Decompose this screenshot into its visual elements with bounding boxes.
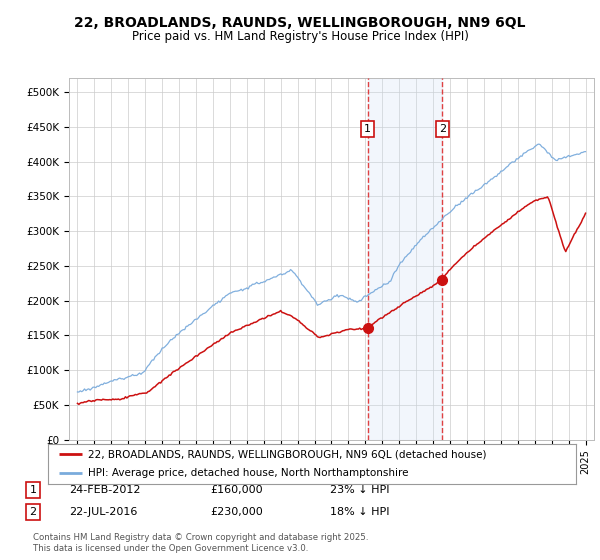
Text: 22, BROADLANDS, RAUNDS, WELLINGBOROUGH, NN9 6QL: 22, BROADLANDS, RAUNDS, WELLINGBOROUGH, … (74, 16, 526, 30)
Text: Contains HM Land Registry data © Crown copyright and database right 2025.
This d: Contains HM Land Registry data © Crown c… (33, 533, 368, 553)
Text: 1: 1 (29, 485, 37, 495)
Text: 2: 2 (29, 507, 37, 517)
Text: 22, BROADLANDS, RAUNDS, WELLINGBOROUGH, NN9 6QL (detached house): 22, BROADLANDS, RAUNDS, WELLINGBOROUGH, … (88, 449, 486, 459)
Bar (368, 78, 442, 440)
Text: 23% ↓ HPI: 23% ↓ HPI (330, 485, 389, 495)
Text: 22-JUL-2016: 22-JUL-2016 (69, 507, 137, 517)
Text: Price paid vs. HM Land Registry's House Price Index (HPI): Price paid vs. HM Land Registry's House … (131, 30, 469, 43)
Text: 24-FEB-2012: 24-FEB-2012 (69, 485, 140, 495)
Text: 1: 1 (364, 124, 371, 134)
Text: £160,000: £160,000 (210, 485, 263, 495)
Text: HPI: Average price, detached house, North Northamptonshire: HPI: Average price, detached house, Nort… (88, 468, 408, 478)
Text: £230,000: £230,000 (210, 507, 263, 517)
Text: 18% ↓ HPI: 18% ↓ HPI (330, 507, 389, 517)
Text: 2: 2 (439, 124, 446, 134)
